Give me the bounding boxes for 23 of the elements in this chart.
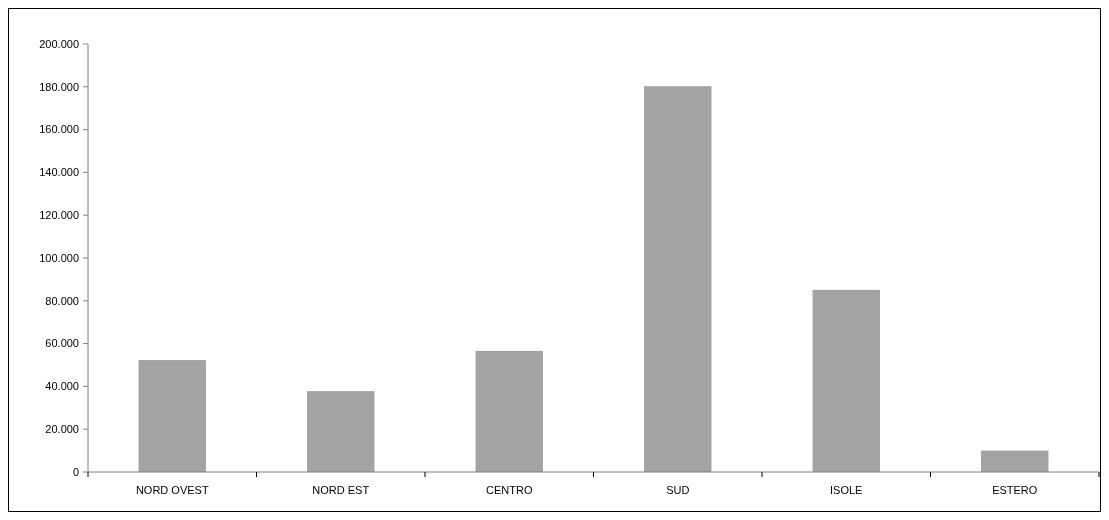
y-tick-label: 160.000: [39, 123, 79, 136]
y-tick-label: 140.000: [39, 166, 79, 179]
y-tick-label: 180.000: [39, 80, 79, 93]
y-tick-label: 100.000: [39, 251, 79, 264]
x-tick-label: ESTERO: [992, 484, 1038, 496]
x-tick-label: NORD OVEST: [135, 484, 209, 496]
x-tick-label: SUD: [666, 484, 690, 496]
y-tick-label: 200.000: [39, 37, 79, 50]
x-tick-label: NORD EST: [312, 484, 370, 496]
bar: [644, 86, 712, 472]
y-tick-label: 0: [72, 465, 79, 478]
y-tick-label: 60.000: [45, 337, 79, 350]
bar: [138, 360, 206, 472]
bar: [475, 350, 543, 472]
y-tick-label: 20.000: [45, 423, 79, 436]
y-tick-label: 40.000: [45, 380, 79, 393]
y-tick-label: 80.000: [45, 294, 79, 307]
bar: [307, 391, 375, 472]
y-tick-label: 120.000: [39, 209, 79, 222]
bar: [981, 450, 1049, 472]
x-tick-label: CENTRO: [486, 484, 533, 496]
x-tick-label: ISOLE: [830, 484, 863, 496]
bar: [812, 289, 880, 472]
